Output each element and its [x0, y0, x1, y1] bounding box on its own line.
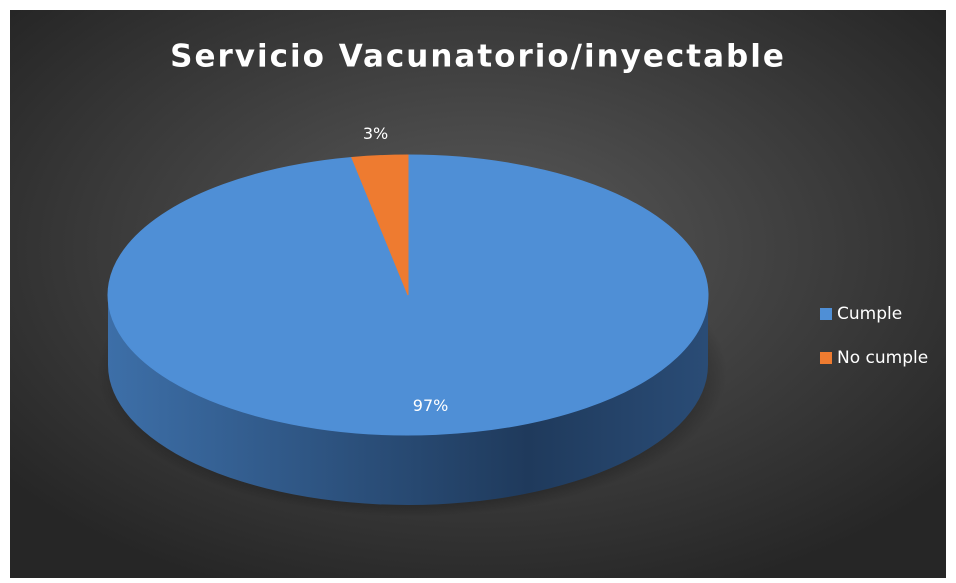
slice-side — [108, 295, 708, 505]
pie: 97% 3% — [107, 124, 709, 505]
chart-title: Servicio Vacunatorio/inyectable — [170, 39, 786, 75]
slice — [107, 154, 709, 436]
legend-label: Cumple — [837, 304, 902, 324]
legend-swatch — [820, 308, 832, 320]
legend-swatch — [820, 352, 832, 364]
legend: Cumple No cumple — [820, 304, 928, 368]
data-label: 3% — [363, 124, 388, 143]
data-label: 97% — [413, 396, 449, 415]
legend-label: No cumple — [837, 348, 928, 368]
slice — [351, 154, 409, 296]
